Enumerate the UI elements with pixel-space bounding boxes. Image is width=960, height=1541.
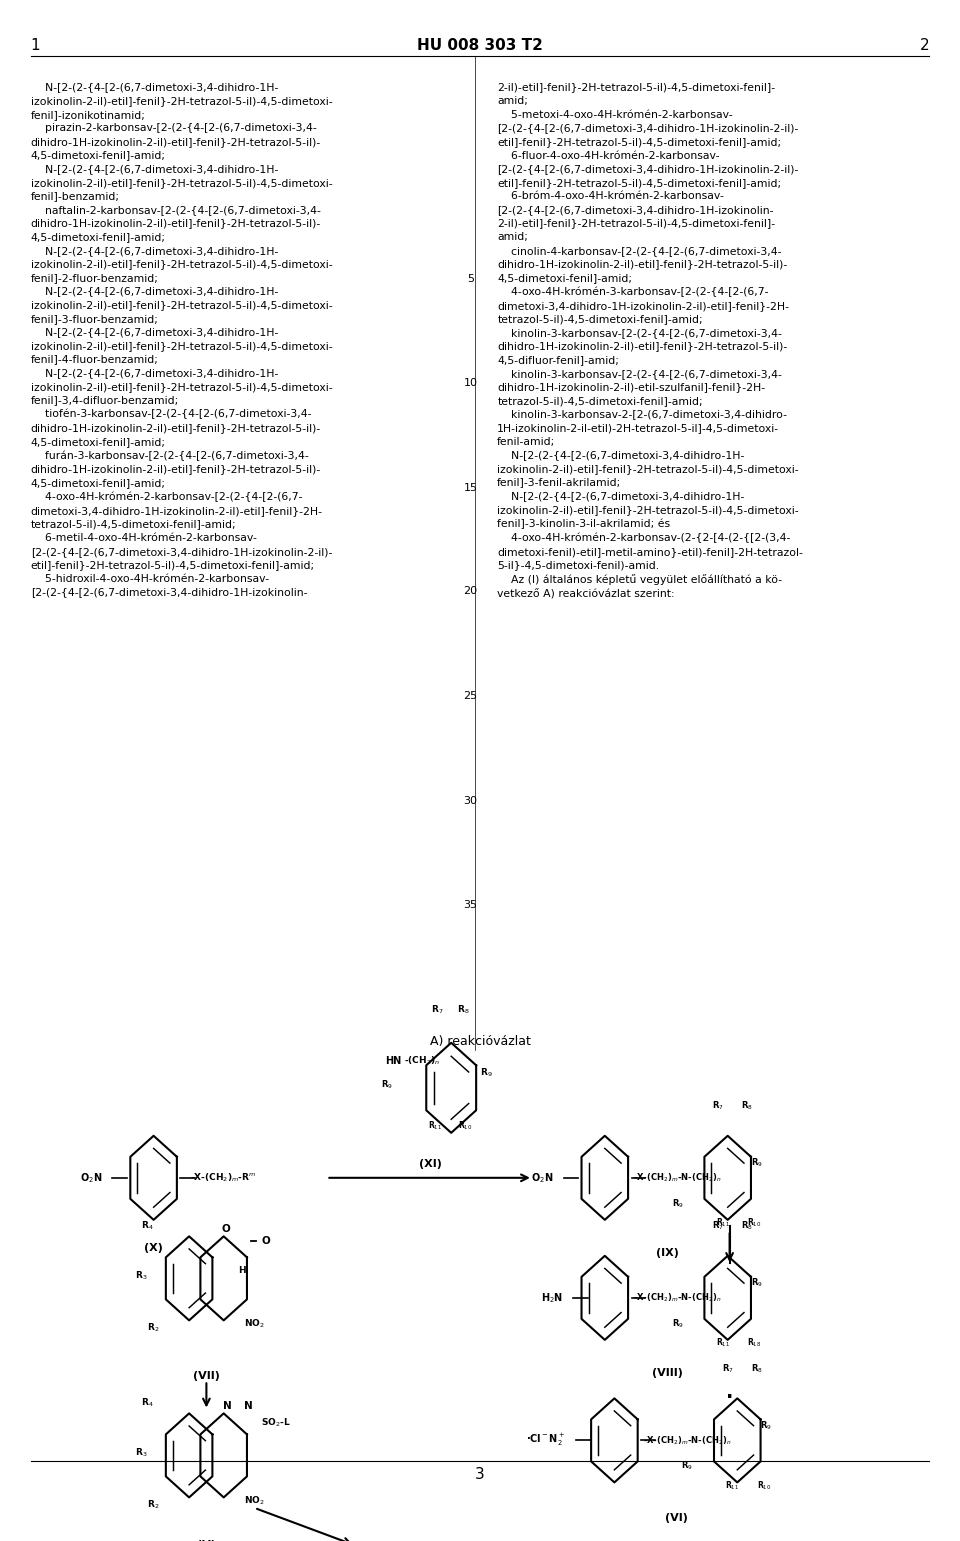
Text: R$_9$: R$_9$ bbox=[672, 1197, 684, 1210]
Text: R$_{11}$: R$_{11}$ bbox=[716, 1216, 730, 1230]
Text: (XI): (XI) bbox=[419, 1159, 442, 1170]
Text: R$_9$: R$_9$ bbox=[751, 1157, 762, 1170]
Text: 2: 2 bbox=[920, 37, 929, 52]
Text: 5: 5 bbox=[467, 274, 474, 284]
Text: R$_3$: R$_3$ bbox=[134, 1270, 148, 1282]
Text: 2-il)-etil]-fenil}-2H-tetrazol-5-il)-4,5-dimetoxi-fenil]-
amid;
    5-metoxi-4-o: 2-il)-etil]-fenil}-2H-tetrazol-5-il)-4,5… bbox=[497, 83, 804, 599]
Text: R$_7$: R$_7$ bbox=[712, 1219, 724, 1233]
Text: (VI): (VI) bbox=[665, 1513, 688, 1524]
Text: H$_2$N: H$_2$N bbox=[540, 1291, 564, 1305]
Text: R$_7$: R$_7$ bbox=[430, 1003, 444, 1016]
Text: (X): (X) bbox=[144, 1244, 163, 1253]
Text: -(CH$_2$)$_n$: -(CH$_2$)$_n$ bbox=[404, 1054, 441, 1066]
Text: N: N bbox=[244, 1401, 253, 1412]
Text: 10: 10 bbox=[464, 378, 477, 388]
Text: 20: 20 bbox=[464, 586, 477, 596]
Text: R$_{10}$: R$_{10}$ bbox=[756, 1479, 772, 1492]
Text: R$_9$: R$_9$ bbox=[672, 1318, 684, 1330]
Text: -X-(CH$_2$)$_m$-N-(CH$_2$)$_n$: -X-(CH$_2$)$_m$-N-(CH$_2$)$_n$ bbox=[643, 1435, 732, 1447]
Text: R$_9$: R$_9$ bbox=[751, 1276, 762, 1290]
Text: ·Cl$^-$N$_2^+$: ·Cl$^-$N$_2^+$ bbox=[525, 1432, 565, 1449]
Text: R$_{10}$: R$_{10}$ bbox=[747, 1216, 762, 1230]
Text: R$_9$: R$_9$ bbox=[381, 1079, 393, 1091]
Text: 35: 35 bbox=[464, 900, 477, 909]
Text: R$_2$: R$_2$ bbox=[148, 1322, 159, 1335]
Text: O: O bbox=[261, 1236, 271, 1245]
Text: R$_{10}$: R$_{10}$ bbox=[458, 1119, 473, 1131]
Text: R$_3$: R$_3$ bbox=[134, 1445, 148, 1459]
Text: NO$_2$: NO$_2$ bbox=[244, 1495, 265, 1507]
Text: R$_{11}$: R$_{11}$ bbox=[726, 1479, 739, 1492]
Text: -X-(CH$_2$)$_m$-N-(CH$_2$)$_n$: -X-(CH$_2$)$_m$-N-(CH$_2$)$_n$ bbox=[634, 1291, 722, 1304]
Text: 30: 30 bbox=[464, 797, 477, 806]
Text: (VIII): (VIII) bbox=[652, 1368, 683, 1378]
Text: HN: HN bbox=[386, 1056, 401, 1066]
Text: NO$_2$: NO$_2$ bbox=[244, 1318, 265, 1330]
Text: SO$_2$-L: SO$_2$-L bbox=[261, 1416, 290, 1429]
Text: .: . bbox=[726, 1382, 733, 1402]
Text: 3: 3 bbox=[475, 1467, 485, 1482]
Text: R$_2$: R$_2$ bbox=[148, 1499, 159, 1512]
Text: R$_9$: R$_9$ bbox=[480, 1066, 493, 1079]
Text: N-[2-(2-{4-[2-(6,7-dimetoxi-3,4-dihidro-1H-
izokinolin-2-il)-etil]-fenil}-2H-tet: N-[2-(2-{4-[2-(6,7-dimetoxi-3,4-dihidro-… bbox=[31, 83, 332, 598]
Text: R$_4$: R$_4$ bbox=[140, 1396, 154, 1408]
Text: R$_9$: R$_9$ bbox=[760, 1419, 772, 1432]
Text: R$_9$: R$_9$ bbox=[682, 1459, 693, 1472]
Text: H: H bbox=[238, 1267, 246, 1276]
Text: R$_7$: R$_7$ bbox=[712, 1100, 724, 1113]
Text: R$_{11}$: R$_{11}$ bbox=[716, 1336, 730, 1348]
Text: (IX): (IX) bbox=[656, 1248, 679, 1257]
Text: A) reakcióvázlat: A) reakcióvázlat bbox=[429, 1036, 531, 1048]
Text: R$_4$: R$_4$ bbox=[140, 1219, 154, 1233]
Text: 1: 1 bbox=[31, 37, 40, 52]
Text: R$_{11}$: R$_{11}$ bbox=[428, 1119, 442, 1131]
Text: R$_{18}$: R$_{18}$ bbox=[748, 1336, 761, 1348]
Text: -X-(CH$_2$)$_m$-R$^m$: -X-(CH$_2$)$_m$-R$^m$ bbox=[190, 1171, 255, 1183]
Text: 25: 25 bbox=[464, 692, 477, 701]
Text: R$_8$: R$_8$ bbox=[457, 1003, 470, 1016]
Text: -X-(CH$_2$)$_m$-N-(CH$_2$)$_n$: -X-(CH$_2$)$_m$-N-(CH$_2$)$_n$ bbox=[634, 1171, 722, 1183]
Text: O$_2$N: O$_2$N bbox=[80, 1171, 103, 1185]
Text: (VII): (VII) bbox=[193, 1371, 220, 1381]
Text: R$_8$: R$_8$ bbox=[741, 1219, 753, 1233]
Text: N: N bbox=[223, 1401, 232, 1412]
Text: HU 008 303 T2: HU 008 303 T2 bbox=[417, 37, 543, 52]
Text: R$_8$: R$_8$ bbox=[741, 1100, 753, 1113]
Text: R$_7$: R$_7$ bbox=[722, 1362, 733, 1375]
Text: O: O bbox=[221, 1224, 230, 1234]
Text: O$_2$N: O$_2$N bbox=[531, 1171, 554, 1185]
Text: 15: 15 bbox=[464, 482, 477, 493]
Text: R$_8$: R$_8$ bbox=[751, 1362, 762, 1375]
